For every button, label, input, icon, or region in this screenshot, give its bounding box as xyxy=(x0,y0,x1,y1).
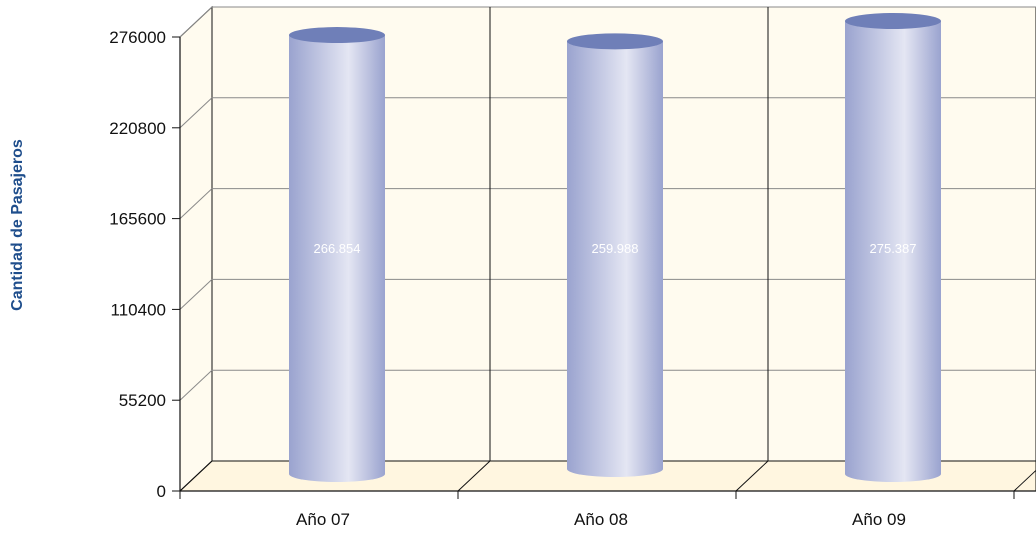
value-labels: 266.854 259.988 275.387 xyxy=(314,241,917,256)
bar-value-label: 275.387 xyxy=(870,241,917,256)
bar-value-label: 266.854 xyxy=(314,241,361,256)
bar-top xyxy=(289,27,385,44)
x-category-label: Año 07 xyxy=(296,510,350,529)
bar xyxy=(567,33,663,477)
bar-top xyxy=(567,33,663,50)
gridline-depth xyxy=(179,188,213,219)
y-tick-label: 165600 xyxy=(109,210,166,229)
x-category-label: Año 08 xyxy=(574,510,628,529)
bar-body xyxy=(289,35,385,483)
floor-divider xyxy=(735,460,769,492)
floor-divider xyxy=(179,460,213,492)
bar-top xyxy=(845,13,941,30)
gridline-depth xyxy=(179,369,213,401)
gridline-depth xyxy=(179,279,213,310)
bars xyxy=(289,13,941,483)
x-category-label: Año 09 xyxy=(852,510,906,529)
bar-body xyxy=(567,41,663,477)
gridline-depth xyxy=(179,97,213,129)
y-tick-label: 276000 xyxy=(109,28,166,47)
y-axis-ticks: 0 55200 110400 165600 220800 276000 xyxy=(109,28,180,501)
floor-divider xyxy=(457,460,491,492)
bar-value-label: 259.988 xyxy=(592,241,639,256)
y-tick-label: 0 xyxy=(157,482,166,501)
bar-body xyxy=(845,21,941,483)
bar xyxy=(289,27,385,483)
floor-divider xyxy=(1013,469,1036,492)
x-axis-categories: Año 07 Año 08 Año 09 xyxy=(179,7,1036,529)
axes xyxy=(179,37,1036,492)
y-tick-label: 110400 xyxy=(111,300,166,319)
y-tick-label: 55200 xyxy=(119,391,166,410)
bar xyxy=(845,13,941,483)
plot-left-wall xyxy=(179,5,213,493)
y-axis-label: Cantidad de Pasajeros xyxy=(9,139,26,311)
y-tick-label: 220800 xyxy=(109,119,166,138)
gridline-depth xyxy=(179,6,213,38)
